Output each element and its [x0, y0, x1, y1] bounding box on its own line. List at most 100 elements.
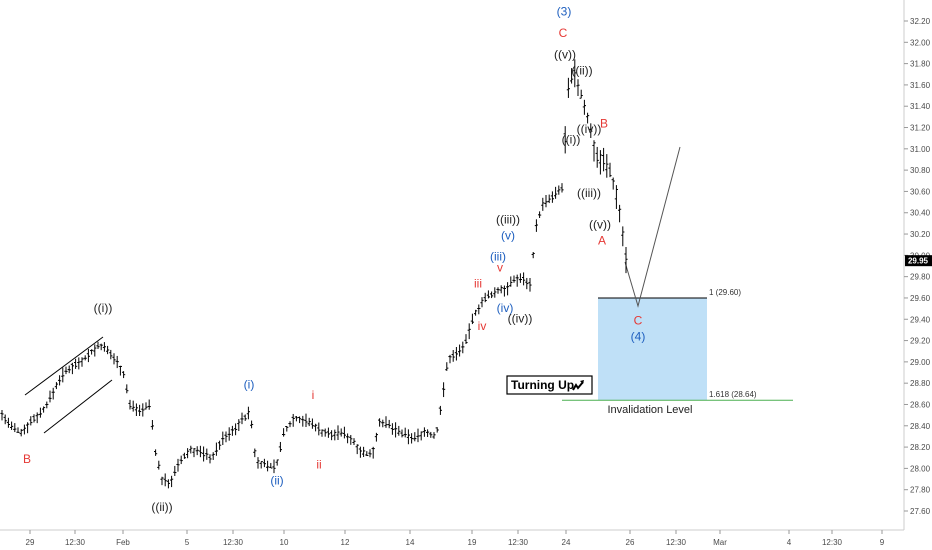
wave-label: ((iii)) — [496, 212, 520, 226]
ohlc-bar — [157, 460, 161, 470]
ohlc-bar — [237, 419, 241, 432]
price-tick-label: 28.60 — [910, 400, 931, 409]
ohlc-bar — [99, 343, 103, 351]
ohlc-bar — [413, 432, 417, 442]
ohlc-bar — [528, 277, 532, 292]
channel-upper-line — [24, 336, 104, 396]
ohlc-bar — [86, 348, 90, 363]
ohlc-bar — [365, 451, 369, 456]
time-tick-label: 14 — [406, 538, 415, 547]
ohlc-bar — [336, 425, 340, 440]
ohlc-bar — [269, 462, 273, 469]
ohlc-bar — [352, 438, 356, 445]
ohlc-bar — [426, 429, 430, 438]
ohlc-bar — [3, 414, 7, 425]
ohlc-bar — [115, 355, 119, 369]
ohlc-bar — [573, 59, 577, 88]
ohlc-bar — [253, 448, 257, 458]
projection-path — [624, 146, 681, 308]
ohlc-bar — [106, 345, 110, 355]
ohlc-bar — [605, 154, 609, 178]
ohlc-bar — [490, 291, 494, 299]
turning-up-badge[interactable]: Turning Up — [506, 375, 593, 395]
wave-label: ((ii)) — [151, 500, 172, 514]
ohlc-bar — [595, 146, 599, 168]
target-zone: 1 (29.60) 1.618 (28.64) Invalidation Lev… — [562, 288, 793, 416]
ohlc-bar — [29, 416, 33, 426]
wave-label: ii — [316, 457, 321, 471]
price-tick-label: 30.80 — [910, 166, 931, 175]
ohlc-bar — [502, 285, 506, 297]
price-tick-label: 31.00 — [910, 145, 931, 154]
price-tick-label: 30.60 — [910, 187, 931, 196]
ohlc-bar — [195, 446, 199, 456]
ohlc-bar — [506, 282, 510, 296]
ohlc-bar — [182, 452, 186, 459]
ohlc-bar — [214, 442, 218, 456]
wave-channel — [24, 336, 113, 434]
ohlc-bar — [45, 401, 49, 409]
ohlc-bar — [234, 423, 238, 436]
price-tick-label: 31.40 — [910, 102, 931, 111]
ohlc-bar — [406, 429, 410, 445]
ohlc-bar — [16, 427, 20, 433]
ohlc-bar — [230, 425, 234, 436]
ohlc-bar — [307, 417, 311, 427]
ohlc-bar — [294, 415, 298, 422]
ohlc-bar — [390, 423, 394, 435]
ohlc-bar — [589, 123, 593, 138]
ohlc-bar — [592, 140, 596, 162]
ohlc-bar — [246, 406, 250, 420]
ohlc-bar — [243, 414, 247, 421]
price-tick-label: 28.20 — [910, 443, 931, 452]
fib-lower-label: 1.618 (28.64) — [709, 390, 757, 399]
ohlc-bar — [227, 427, 231, 441]
badge-frame — [506, 375, 593, 395]
wave-label: B — [600, 117, 608, 131]
last-price-value: 29.95 — [908, 257, 929, 266]
ohlc-bar — [429, 431, 433, 438]
wave-label: ((ii)) — [571, 63, 592, 77]
ohlc-bar — [67, 365, 71, 374]
ohlc-bar — [314, 423, 318, 432]
ohlc-bar — [176, 458, 180, 472]
wave-label: ((v)) — [554, 47, 576, 61]
ohlc-bar — [394, 422, 398, 438]
ohlc-bar — [566, 77, 570, 98]
ohlc-bar — [61, 367, 65, 383]
ohlc-bar — [48, 390, 52, 403]
ohlc-bar — [448, 354, 452, 364]
price-tick-label: 32.20 — [910, 17, 931, 26]
wave-label: v — [497, 260, 503, 274]
ohlc-bar — [419, 431, 423, 441]
ohlc-bar — [26, 422, 30, 434]
ohlc-bar — [454, 347, 458, 361]
ohlc-bar — [544, 195, 548, 208]
ohlc-bar — [602, 147, 606, 172]
ohlc-bar — [74, 358, 78, 369]
ohlc-bar — [288, 421, 292, 428]
ohlc-bar — [515, 274, 519, 287]
ohlc-bar — [496, 287, 500, 294]
ohlc-bar — [538, 211, 542, 218]
time-tick-label: 12:30 — [508, 538, 529, 547]
price-axis[interactable]: 27.60 27.80 28.00 28.20 28.40 28.60 28.80 29.00… — [904, 17, 931, 516]
ohlc-bar — [534, 219, 538, 232]
ohlc-bar — [64, 366, 68, 375]
time-tick-label: 9 — [880, 538, 885, 547]
wave-label: (v) — [501, 228, 515, 242]
wave-label: iv — [478, 319, 487, 333]
ohlc-bar — [547, 194, 551, 204]
ohlc-bar — [179, 455, 183, 465]
ohlc-bar — [608, 162, 612, 178]
ohlc-bar — [150, 419, 154, 430]
ohlc-bar — [19, 428, 23, 437]
wave-label: C — [559, 26, 568, 40]
ohlc-bar — [70, 362, 74, 375]
time-axis[interactable]: 29 12:30 Feb 5 12:30 10 12 14 19 12:30 24 26 12:30 Ma… — [26, 530, 885, 547]
ohlc-bar — [198, 445, 202, 458]
ohlc-bar — [582, 99, 586, 115]
ohlc-bar — [368, 449, 372, 458]
wave-label: A — [598, 234, 606, 248]
badge-label: Turning Up — [511, 378, 574, 392]
